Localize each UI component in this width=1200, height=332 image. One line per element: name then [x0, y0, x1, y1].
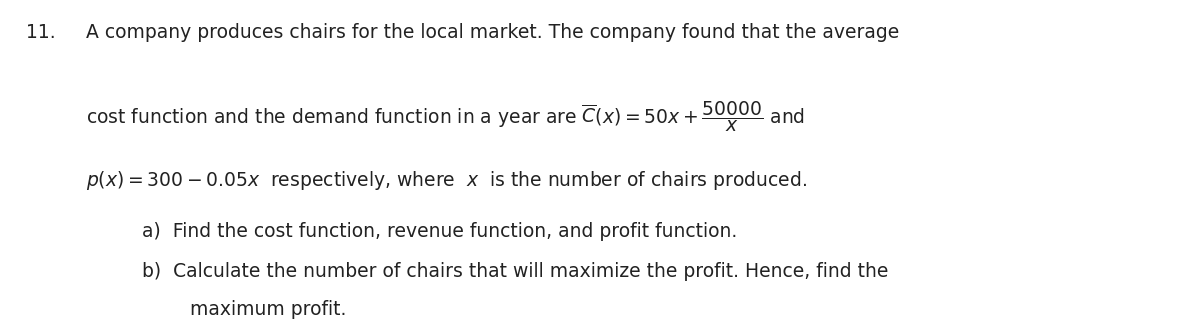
Text: cost function and the demand function in a year are $\overline{C}(x)=50x+\dfrac{: cost function and the demand function in… [86, 100, 805, 134]
Text: a)  Find the cost function, revenue function, and profit function.: a) Find the cost function, revenue funct… [142, 222, 737, 241]
Text: maximum profit.: maximum profit. [190, 300, 346, 319]
Text: $p(x)=300-0.05x$  respectively, where  $x$  is the number of chairs produced.: $p(x)=300-0.05x$ respectively, where $x$… [86, 169, 808, 192]
Text: b)  Calculate the number of chairs that will maximize the profit. Hence, find th: b) Calculate the number of chairs that w… [142, 262, 888, 281]
Text: 11.: 11. [26, 23, 56, 42]
Text: A company produces chairs for the local market. The company found that the avera: A company produces chairs for the local … [86, 23, 900, 42]
